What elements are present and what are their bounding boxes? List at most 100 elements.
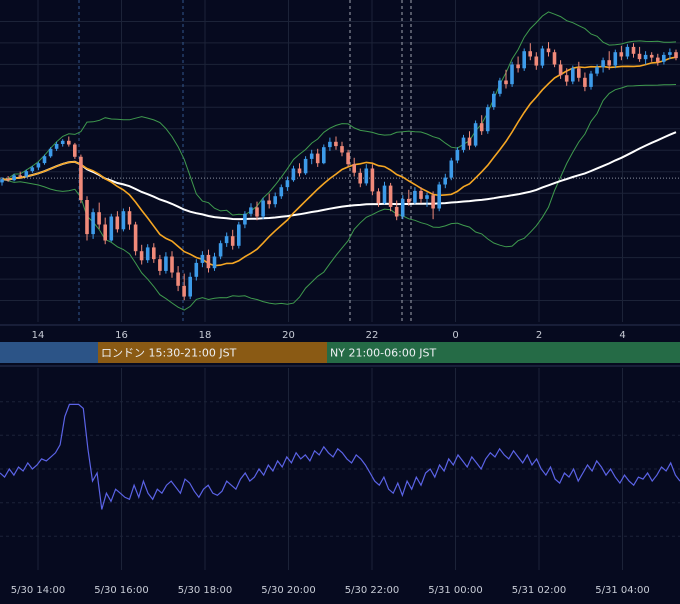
candle bbox=[643, 51, 648, 65]
session-segment-fill bbox=[98, 342, 327, 363]
candle bbox=[24, 169, 29, 178]
candle-body bbox=[158, 259, 162, 271]
candle-body bbox=[571, 68, 575, 82]
candle-body bbox=[528, 51, 532, 57]
price-x-tick-label: 22 bbox=[366, 330, 379, 341]
oscillator-gridlines bbox=[0, 368, 680, 570]
oscillator-x-tick-label: 5/30 16:00 bbox=[94, 585, 148, 596]
candle-body bbox=[394, 206, 399, 217]
candle-body bbox=[224, 236, 229, 244]
candle bbox=[127, 206, 132, 230]
candle-body bbox=[261, 200, 265, 217]
candle-body bbox=[595, 67, 599, 74]
candle-body bbox=[255, 207, 259, 217]
candle-body bbox=[619, 52, 624, 57]
candle bbox=[577, 61, 581, 82]
candle bbox=[6, 176, 10, 182]
price-gridlines bbox=[0, 0, 680, 322]
candle-body bbox=[170, 256, 174, 273]
candle bbox=[498, 77, 502, 97]
candle bbox=[479, 115, 484, 135]
candle bbox=[273, 192, 277, 208]
candle-body bbox=[24, 171, 29, 177]
candle-body bbox=[212, 256, 217, 269]
oscillator-x-tick-label: 5/31 02:00 bbox=[512, 585, 566, 596]
candle-body bbox=[176, 272, 180, 286]
candle-body bbox=[382, 185, 387, 204]
candle bbox=[370, 164, 375, 196]
candle-body bbox=[473, 123, 478, 146]
session-segment: NY 21:00-06:00 JST bbox=[327, 342, 680, 363]
candle-body bbox=[42, 156, 47, 164]
candle bbox=[431, 191, 435, 220]
oscillator-x-tick-label: 5/30 22:00 bbox=[345, 585, 399, 596]
candle bbox=[255, 201, 259, 221]
candle-body bbox=[540, 48, 545, 66]
candle bbox=[564, 68, 569, 86]
candle-body bbox=[12, 175, 16, 181]
candle-body bbox=[400, 198, 405, 217]
candle-body bbox=[443, 177, 447, 185]
candle bbox=[67, 136, 71, 147]
oscillator-series-line bbox=[0, 403, 680, 510]
candle-body bbox=[601, 60, 605, 68]
candle bbox=[346, 149, 350, 167]
candle-body bbox=[67, 140, 71, 145]
candle bbox=[133, 221, 138, 256]
candle bbox=[79, 154, 83, 204]
candle-body bbox=[346, 152, 350, 165]
candle bbox=[303, 156, 308, 175]
candle bbox=[522, 48, 526, 71]
candle bbox=[455, 147, 460, 164]
candle bbox=[552, 49, 557, 68]
candle-body bbox=[133, 224, 138, 252]
candle bbox=[467, 131, 472, 150]
moving-average-long-line bbox=[1, 131, 677, 221]
candle bbox=[109, 213, 114, 242]
candle-body bbox=[425, 195, 429, 199]
session-label: NY 21:00-06:00 JST bbox=[330, 347, 437, 360]
candle bbox=[30, 165, 35, 173]
candle-body bbox=[36, 163, 41, 168]
candle bbox=[352, 157, 356, 177]
candle bbox=[540, 45, 545, 69]
candle-body bbox=[631, 46, 636, 54]
candle-body bbox=[352, 164, 356, 173]
candle bbox=[558, 60, 563, 79]
candle bbox=[206, 249, 211, 273]
candle-body bbox=[437, 184, 441, 209]
candle bbox=[237, 221, 241, 249]
candle-body bbox=[322, 147, 326, 164]
candle-body bbox=[152, 247, 156, 260]
candle bbox=[315, 148, 320, 167]
candle bbox=[649, 52, 654, 62]
candle-body bbox=[200, 254, 205, 263]
candle bbox=[42, 154, 47, 165]
candle-body bbox=[455, 149, 460, 161]
candle-body bbox=[589, 73, 593, 87]
candle-body bbox=[291, 168, 296, 181]
candle-body bbox=[522, 51, 526, 69]
candle bbox=[291, 165, 296, 182]
price-x-tick-label: 18 bbox=[199, 330, 212, 341]
candle-body bbox=[662, 54, 666, 62]
candle-body bbox=[492, 93, 496, 108]
candle-body bbox=[388, 185, 393, 207]
candle-body bbox=[461, 137, 466, 150]
oscillator-x-tick-label: 5/30 20:00 bbox=[261, 585, 315, 596]
candle-body bbox=[60, 140, 65, 144]
candle bbox=[376, 188, 381, 207]
candle-body bbox=[48, 148, 53, 157]
candle bbox=[200, 251, 205, 268]
candle bbox=[443, 173, 447, 189]
price-x-tick-label: 0 bbox=[452, 330, 458, 341]
candle-body bbox=[6, 179, 10, 181]
candle bbox=[631, 43, 636, 58]
candle-body bbox=[182, 285, 186, 297]
oscillator-x-tick-label: 5/30 18:00 bbox=[178, 585, 232, 596]
bollinger-upper-line bbox=[1, 11, 677, 216]
candle bbox=[176, 266, 180, 292]
session-segment bbox=[0, 342, 98, 363]
candle bbox=[485, 104, 490, 134]
candle-body bbox=[230, 236, 235, 246]
